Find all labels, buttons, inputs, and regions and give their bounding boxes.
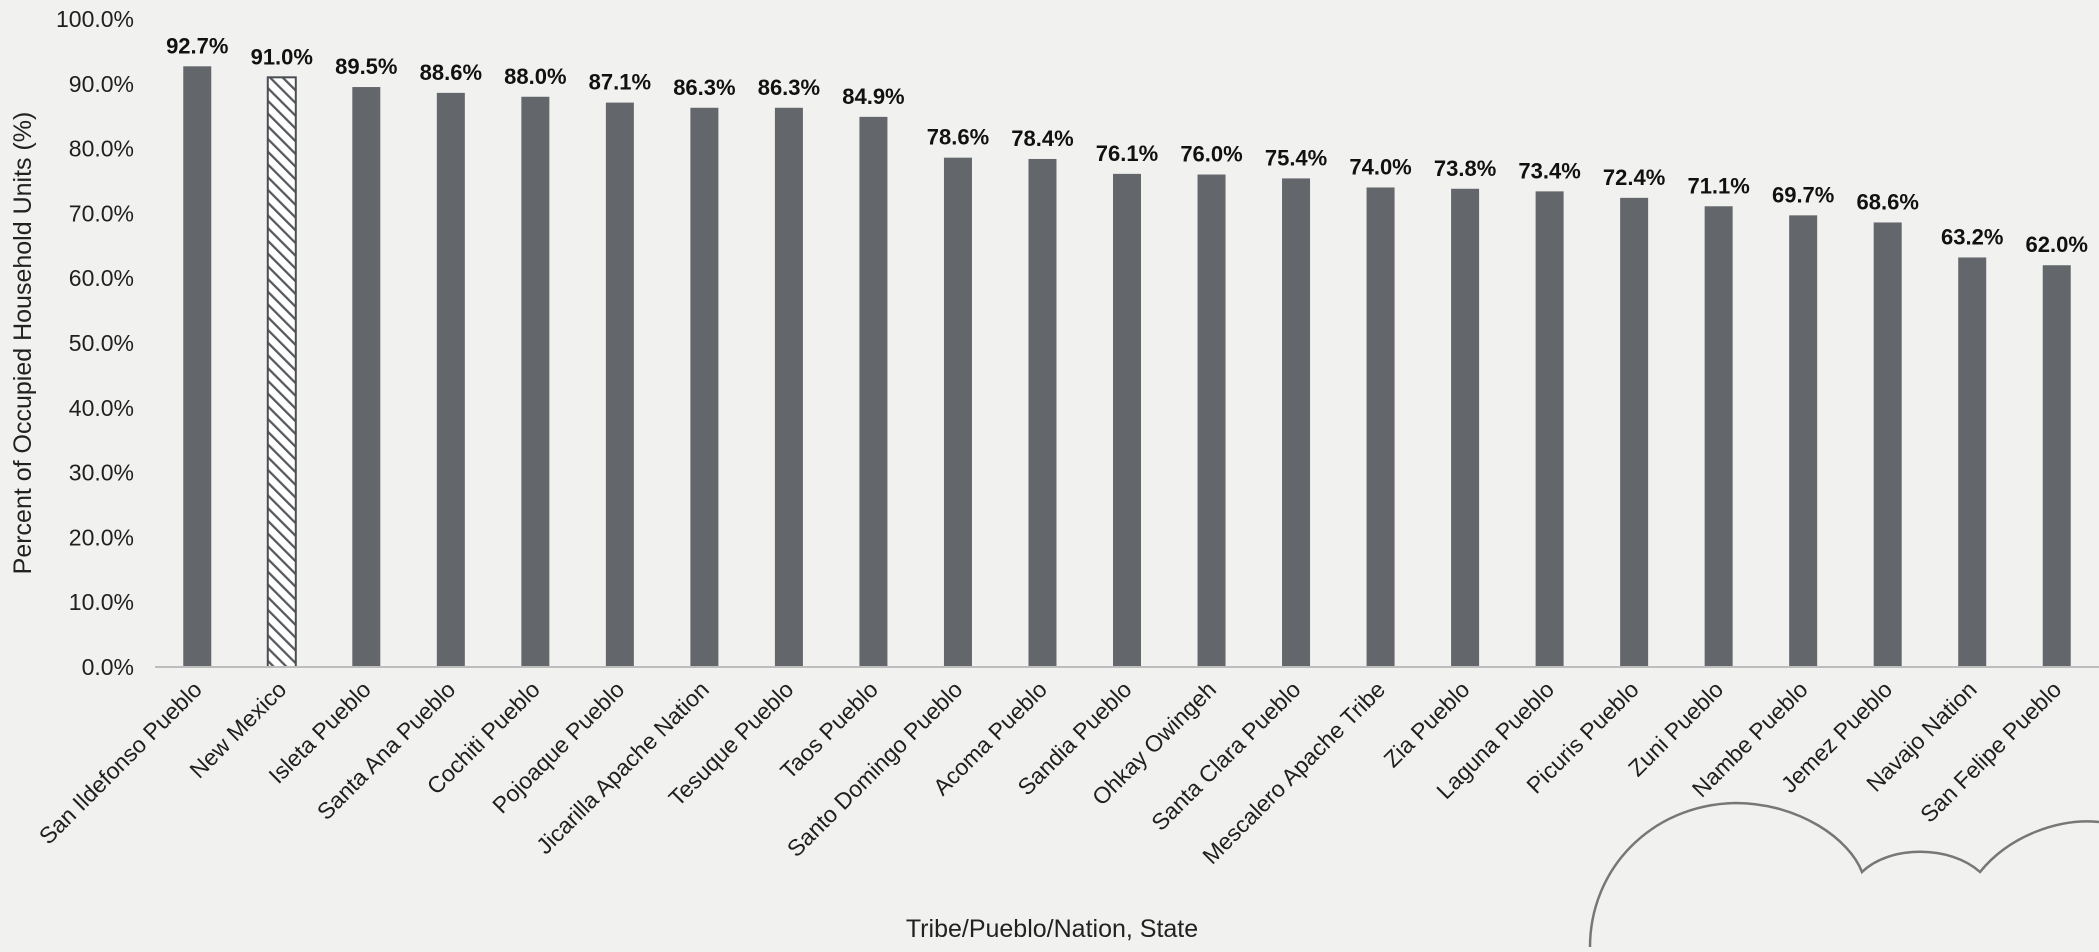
- bar: [1028, 158, 1057, 667]
- bar: [1958, 257, 1987, 667]
- data-label: 76.0%: [1180, 142, 1242, 167]
- y-tick-label: 0.0%: [82, 654, 134, 680]
- x-category-label: San Felipe Pueblo: [1915, 676, 2066, 827]
- data-label: 84.9%: [842, 84, 904, 109]
- bar: [690, 107, 719, 667]
- data-label: 71.1%: [1687, 173, 1749, 198]
- data-labels: 92.7% 91.0% 89.5% 88.6% 88.0% 87.1% 86.3% 86.3%…: [166, 33, 2088, 257]
- bar: [1113, 173, 1141, 667]
- bar: [1197, 174, 1226, 667]
- data-label: 73.4%: [1518, 158, 1580, 183]
- y-axis-title: Percent of Occupied Household Units (%): [9, 112, 37, 575]
- data-label: 86.3%: [673, 75, 735, 100]
- bar: [1704, 206, 1733, 667]
- x-axis-title: Tribe/Pueblo/Nation, State: [906, 915, 1198, 943]
- y-axis-ticks: 0.0% 10.0% 20.0% 30.0% 40.0% 50.0% 60.0% 70.0% 8…: [56, 6, 134, 680]
- y-tick-label: 80.0%: [69, 136, 134, 162]
- bar: [774, 107, 803, 667]
- data-label: 86.3%: [758, 75, 820, 100]
- data-label: 62.0%: [2026, 232, 2088, 257]
- y-tick-label: 30.0%: [69, 460, 134, 486]
- y-tick-label: 100.0%: [56, 6, 134, 32]
- bar: [1620, 197, 1649, 667]
- bar-highlight: [266, 76, 297, 668]
- y-tick-label: 60.0%: [69, 265, 134, 291]
- bar: [943, 157, 972, 667]
- data-label: 73.8%: [1434, 156, 1496, 181]
- x-category-label: San Ildefonso Pueblo: [34, 676, 207, 849]
- data-label: 74.0%: [1349, 154, 1411, 179]
- bar: [1873, 222, 1902, 668]
- x-category-label: Jicarilla Apache Nation: [531, 676, 714, 859]
- bar: [521, 96, 550, 667]
- bar: [1366, 187, 1395, 668]
- bar: [1282, 178, 1311, 667]
- decorative-cloud-outline: [1588, 801, 2099, 948]
- y-tick-label: 70.0%: [69, 200, 134, 226]
- data-label: 87.1%: [589, 70, 651, 95]
- bar: [352, 87, 381, 668]
- y-tick-label: 50.0%: [69, 330, 134, 356]
- data-label: 69.7%: [1772, 182, 1834, 207]
- bar: [1789, 215, 1818, 667]
- data-label: 89.5%: [335, 54, 397, 79]
- data-label: 88.6%: [420, 60, 482, 85]
- bar: [859, 116, 888, 667]
- data-label: 76.1%: [1096, 141, 1158, 166]
- data-label: 72.4%: [1603, 165, 1665, 190]
- bar: [183, 66, 212, 667]
- data-label: 78.6%: [927, 125, 989, 150]
- y-tick-label: 40.0%: [69, 395, 134, 421]
- data-label: 92.7%: [166, 33, 228, 58]
- data-label: 63.2%: [1941, 224, 2003, 249]
- y-tick-label: 20.0%: [69, 524, 134, 550]
- data-label: 68.6%: [1857, 189, 1919, 214]
- bar: [1535, 191, 1564, 668]
- y-tick-label: 10.0%: [69, 589, 134, 615]
- bar: [2042, 265, 2071, 667]
- data-label: 88.0%: [504, 64, 566, 89]
- bar: [1451, 188, 1480, 667]
- data-label: 91.0%: [251, 44, 313, 69]
- bar: [605, 102, 634, 668]
- bars: [183, 66, 2071, 668]
- data-label: 78.4%: [1011, 126, 1073, 151]
- data-label: 75.4%: [1265, 145, 1327, 170]
- bar: [436, 92, 465, 667]
- y-tick-label: 90.0%: [69, 71, 134, 97]
- x-category-label: Santa Clara Pueblo: [1146, 676, 1305, 835]
